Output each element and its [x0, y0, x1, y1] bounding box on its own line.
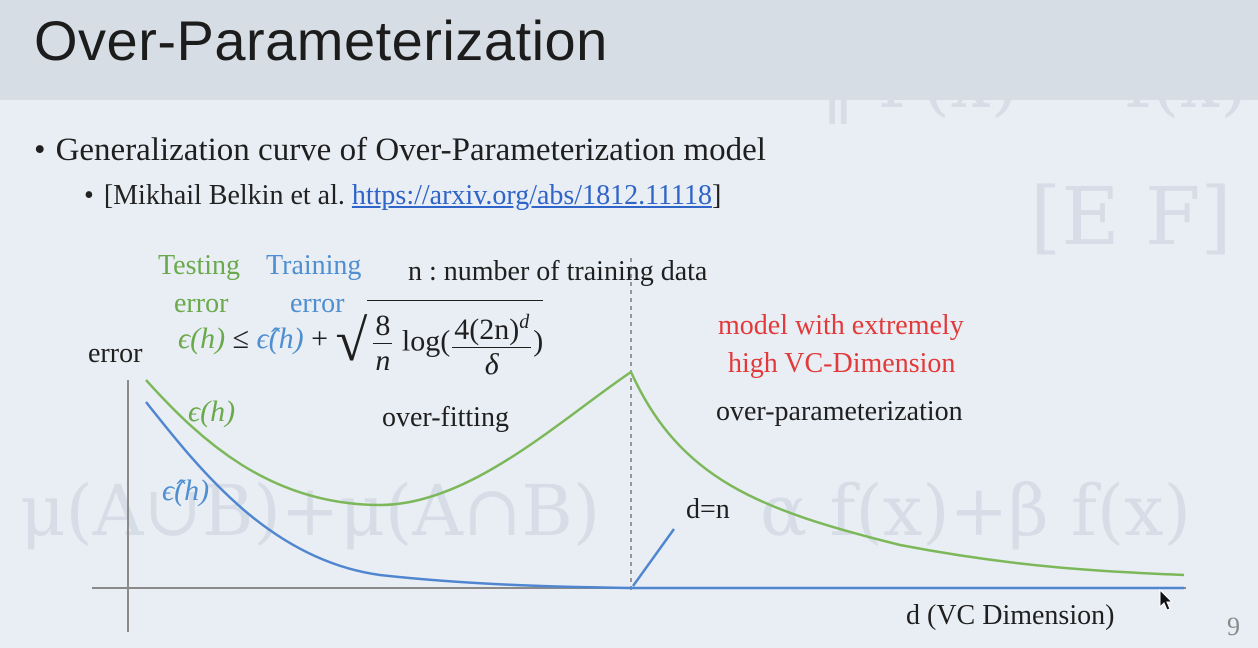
- model-highlight-line-1: model with extremely: [718, 310, 964, 341]
- citation-prefix: [Mikhail Belkin et al.: [103, 180, 352, 211]
- frac2-denominator: δ: [484, 348, 499, 381]
- formula-lhs: ϵ(h): [178, 321, 226, 355]
- formula-sqrt-body: 8 n log( 4(2n)d δ ): [367, 300, 544, 382]
- background-scribble: μ(A∪B)+μ(A∩B): [20, 470, 601, 552]
- training-error-label-2: error: [290, 288, 345, 319]
- bullet-main-text: Generalization curve of Over-Parameteriz…: [55, 132, 766, 168]
- frac1-denominator: n: [375, 344, 391, 377]
- over-fitting-label: over-fitting: [382, 402, 509, 433]
- testing-error-label-2: error: [174, 288, 229, 319]
- fraction-growth-over-delta: 4(2n)d δ: [452, 305, 532, 382]
- bullet-dot-icon: •: [34, 132, 46, 168]
- slide-header: Over-Parameterization: [0, 0, 1258, 100]
- training-error-label-1: Training: [266, 250, 362, 281]
- over-parameterization-label: over-parameterization: [716, 396, 963, 427]
- slide-title: Over-Parameterization: [34, 9, 608, 72]
- testing-curve-label: ϵ(h): [188, 395, 236, 428]
- d-equals-n-label: d=n: [686, 494, 730, 525]
- formula-leq: ≤: [232, 321, 250, 355]
- citation-suffix: ]: [711, 180, 722, 211]
- background-scribble: [E F] ∫: [1030, 170, 1258, 263]
- y-axis-label: error: [88, 338, 143, 369]
- bullet-sub: • [Mikhail Belkin et al. https://arxiv.or…: [84, 180, 721, 212]
- vc-bound-formula: ϵ(h) ≤ ϵ̂(h) + √ 8 n log( 4(2n)d δ ): [178, 300, 544, 382]
- arxiv-link[interactable]: https://arxiv.org/abs/1812.11118: [351, 180, 712, 211]
- background-scribble: α f(x)+β f(x): [760, 470, 1191, 552]
- frac1-numerator: 8: [373, 309, 393, 344]
- frac2-numerator-sup: d: [519, 311, 530, 333]
- page-number: 9: [1227, 612, 1240, 641]
- frac2-numerator: 4(2n)d: [452, 305, 532, 348]
- bullet-dot-icon: •: [84, 180, 94, 211]
- formula-plus: +: [311, 321, 329, 355]
- testing-error-label-1: Testing: [158, 250, 241, 281]
- formula-close-paren: ): [533, 324, 544, 358]
- fraction-8-over-n: 8 n: [373, 309, 393, 378]
- training-error-curve: [145, 401, 1184, 590]
- frac2-numerator-base: 4(2n): [454, 313, 520, 346]
- training-curve-label: ϵ̂(h): [162, 474, 210, 507]
- bullet-main: • Generalization curve of Over-Parameteri…: [34, 132, 766, 169]
- n-definition: n : number of training data: [408, 256, 708, 287]
- model-highlight-line-2: high VC-Dimension: [728, 348, 956, 379]
- x-axis-label: d (VC Dimension): [906, 600, 1115, 631]
- testing-error-curve: [145, 370, 1185, 577]
- mouse-cursor-icon: [1159, 588, 1174, 611]
- formula-rhs-hat: ϵ̂(h): [256, 321, 304, 355]
- d-equals-n-pointer: [631, 528, 676, 587]
- formula-log: log(: [401, 324, 451, 358]
- sqrt-sign-icon: √: [335, 308, 368, 373]
